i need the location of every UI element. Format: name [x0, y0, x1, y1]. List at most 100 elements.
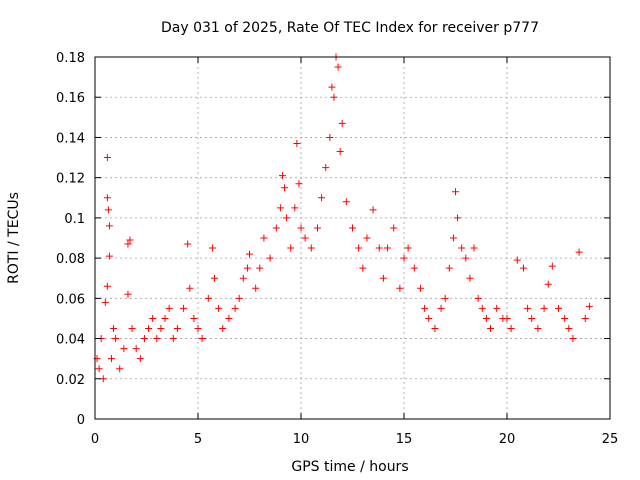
x-tick-label: 20: [499, 432, 516, 447]
data-point: [487, 325, 495, 332]
data-point: [105, 252, 113, 260]
data-point: [474, 294, 482, 302]
data-point: [524, 304, 532, 312]
data-point: [194, 325, 202, 332]
data-point: [322, 164, 330, 172]
data-point: [561, 314, 569, 322]
data-point: [431, 325, 439, 332]
data-point: [204, 294, 212, 302]
y-tick-label: 0.02: [56, 373, 85, 388]
data-point: [375, 244, 383, 252]
y-tick-label: 0.04: [56, 333, 85, 348]
data-point: [363, 234, 371, 242]
y-tick-label: 0.06: [56, 292, 85, 307]
x-tick-label: 5: [194, 432, 202, 447]
data-point: [124, 240, 132, 248]
data-point: [239, 274, 247, 282]
data-point: [437, 304, 445, 312]
data-point: [313, 224, 321, 232]
data-point: [330, 93, 338, 101]
data-point: [416, 284, 424, 292]
data-point: [513, 256, 521, 264]
data-point: [359, 264, 367, 272]
data-point: [462, 254, 470, 262]
data-point: [336, 148, 344, 156]
data-point: [379, 274, 387, 282]
data-point: [445, 264, 453, 272]
data-point: [278, 172, 286, 180]
x-tick-label: 25: [602, 432, 619, 447]
plot-frame: [94, 56, 611, 420]
data-point: [342, 198, 350, 206]
data-point: [540, 304, 548, 312]
data-point: [503, 314, 511, 322]
data-point: [157, 325, 165, 332]
data-point: [565, 325, 573, 332]
x-axis-label: GPS time / hours: [291, 459, 408, 475]
data-point: [318, 194, 326, 202]
x-tick-label: 15: [396, 432, 413, 447]
y-tick-label: 0.14: [56, 131, 85, 146]
data-point: [95, 365, 103, 373]
data-point: [452, 188, 459, 196]
data-point: [145, 325, 153, 332]
data-point: [112, 335, 120, 343]
data-point: [272, 224, 280, 232]
data-point: [101, 298, 109, 306]
data-point: [301, 234, 309, 242]
chart-title: Day 031 of 2025, Rate Of TEC Index for r…: [161, 20, 539, 36]
y-tick-label: 0.12: [56, 172, 85, 187]
y-axis-label: ROTI / TECUs: [6, 192, 22, 284]
data-point: [458, 244, 466, 252]
data-point: [128, 325, 136, 332]
data-point: [281, 184, 289, 192]
data-point: [454, 214, 462, 222]
data-point: [555, 304, 562, 312]
data-point: [208, 244, 216, 252]
data-point: [132, 345, 140, 353]
data-point: [585, 302, 593, 310]
data-point: [334, 63, 342, 71]
data-point: [173, 325, 181, 332]
data-point: [266, 254, 274, 262]
data-point: [256, 264, 264, 272]
data-point: [528, 314, 536, 322]
y-tick-label: 0.08: [56, 252, 85, 267]
data-point: [198, 335, 206, 343]
y-tick-label: 0.1: [64, 212, 85, 227]
data-point: [291, 204, 299, 212]
data-point: [493, 304, 501, 312]
data-point: [369, 206, 377, 214]
data-point: [410, 264, 418, 272]
data-point: [293, 139, 301, 147]
data-point: [425, 314, 433, 322]
data-point: [482, 314, 490, 322]
data-point: [548, 262, 556, 270]
data-point: [478, 304, 486, 312]
data-point: [180, 304, 188, 312]
data-point: [252, 284, 260, 292]
data-point: [116, 365, 124, 373]
data-point: [169, 335, 177, 343]
data-point: [243, 264, 251, 272]
data-point: [215, 304, 223, 312]
y-tick-label: 0.16: [56, 91, 85, 106]
data-point: [328, 83, 336, 91]
data-point: [231, 304, 239, 312]
data-point: [349, 224, 356, 232]
data-point: [297, 224, 305, 232]
data-point: [404, 244, 412, 252]
y-tick-label: 0.18: [56, 51, 85, 66]
data-point: [260, 234, 268, 242]
data-point: [441, 294, 449, 302]
data-point: [149, 314, 157, 322]
data-point: [421, 304, 429, 312]
data-point: [390, 224, 398, 232]
data-point: [124, 290, 132, 298]
data-point: [581, 314, 589, 322]
data-point: [104, 206, 112, 214]
data-point: [140, 335, 148, 343]
data-point: [283, 214, 291, 222]
data-point: [186, 284, 194, 292]
x-tick-label: 0: [91, 432, 99, 447]
